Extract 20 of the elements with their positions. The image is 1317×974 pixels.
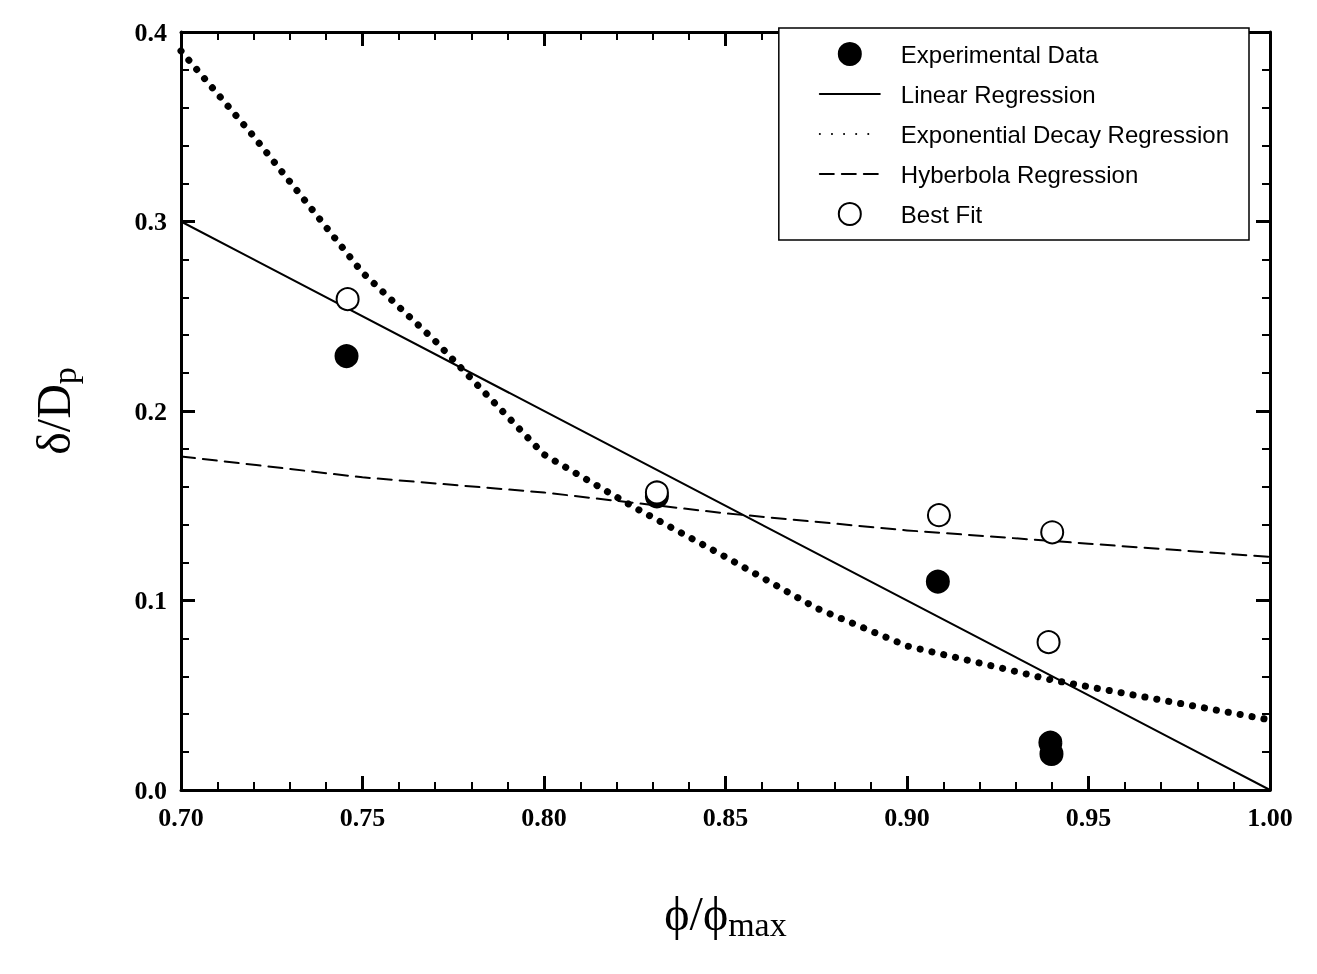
y-tick-label: 0.3 [134,207,167,236]
point [925,569,950,594]
y-tick-label: 0.0 [134,775,167,805]
y-tick-label: 0.1 [134,586,167,615]
y-tick-label: 0.2 [134,396,167,426]
x-tick-label: 0.85 [702,802,749,832]
legend-label: Experimental Data [900,40,1099,68]
x-tick-label: 1.00 [1247,802,1293,832]
y-tick-label: 0.4 [134,17,167,47]
x-tick-label: 0.80 [521,802,567,832]
x-tick-label: 0.75 [339,802,386,832]
legend-label: Hyberbola Regression [900,160,1139,188]
x-tick-label: 0.95 [1065,802,1112,832]
x-tick-label: 0.90 [884,802,930,832]
legend-label: Linear Regression [900,80,1096,108]
legend-label: Exponential Decay Regression [900,120,1229,148]
legend-label: Best Fit [900,200,983,228]
x-tick-label: 0.70 [158,802,204,832]
y-axis-title: δ/Dp [26,367,83,455]
point [334,344,359,369]
